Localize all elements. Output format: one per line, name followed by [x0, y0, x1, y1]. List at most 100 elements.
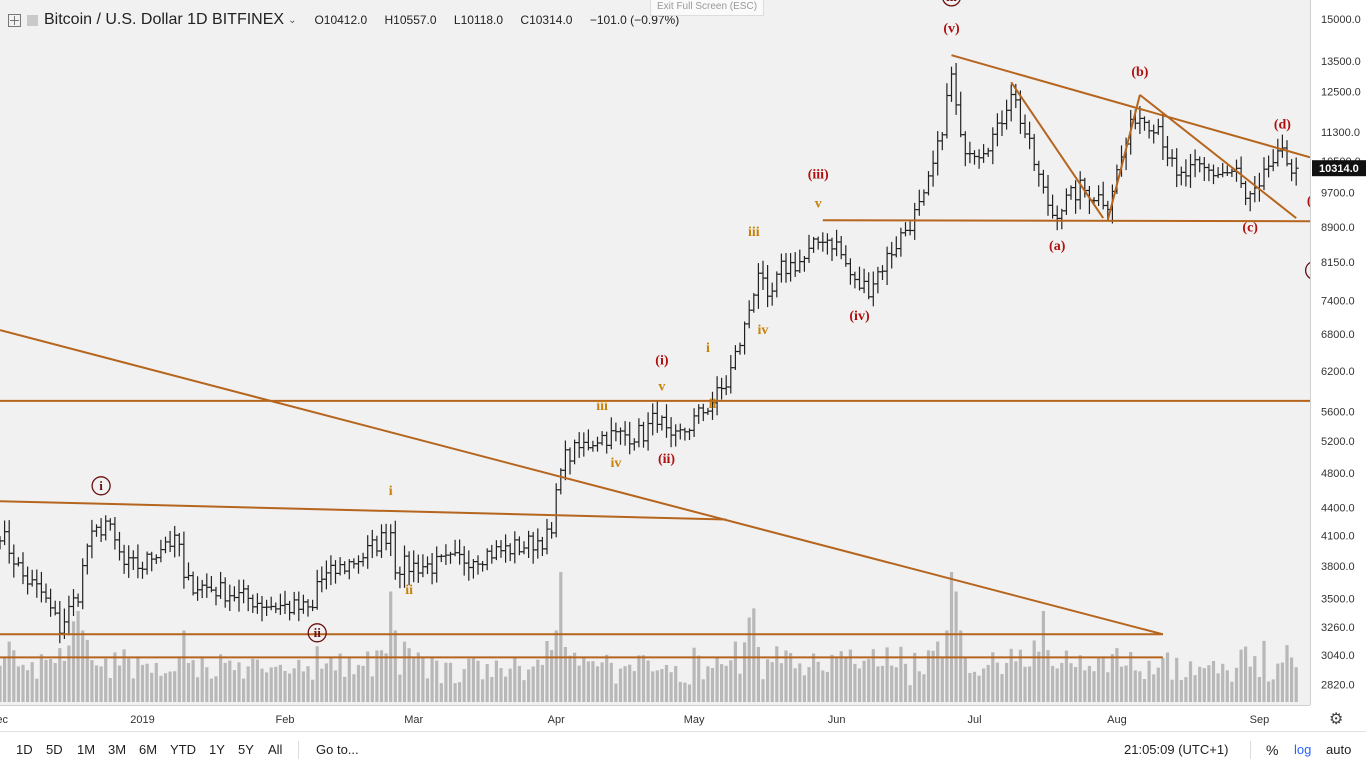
gear-icon[interactable]: ⚙	[1329, 709, 1343, 729]
ohlc-bar	[866, 272, 871, 299]
ohlc-bar	[742, 322, 747, 355]
volume-bar	[1276, 664, 1279, 702]
ohlc-bar	[1280, 135, 1285, 158]
volume-bar	[858, 669, 861, 703]
time-axis[interactable]: ec2019FebMarAprMayJunJulAugSep	[0, 705, 1310, 732]
wave-label: (iii)	[808, 168, 829, 183]
high-value: H10557.0	[385, 13, 437, 27]
range-6m-button[interactable]: 6M	[139, 742, 157, 757]
ohlc-bar	[696, 404, 701, 424]
ohlc-bar	[609, 417, 614, 449]
ohlc-bar	[53, 601, 58, 616]
ohlc-bar	[480, 561, 485, 572]
volume-bar	[412, 659, 415, 703]
ohlc-bar	[1050, 195, 1055, 219]
ohlc-bar	[535, 528, 540, 558]
wave-label: (i)	[655, 354, 669, 369]
ohlc-bar	[1252, 176, 1257, 202]
ohlc-bar	[1147, 120, 1152, 139]
price-chart[interactable]: iii(v)(b)(d)(e)(a)(c)iv(iii)(iv)viiiivii…	[0, 0, 1310, 705]
volume-bar	[628, 665, 631, 702]
ohlc-bar	[646, 412, 651, 450]
goto-button[interactable]: Go to...	[316, 742, 359, 757]
range-all-button[interactable]: All	[268, 742, 282, 757]
auto-toggle[interactable]: auto	[1326, 742, 1351, 757]
volume-bar	[385, 653, 388, 702]
volume-bar	[1184, 677, 1187, 702]
ohlc-bar	[1202, 157, 1207, 181]
volume-bar	[164, 673, 167, 702]
volume-bar	[187, 663, 190, 702]
volume-bar	[173, 671, 176, 702]
volume-bar	[955, 592, 958, 703]
range-1m-button[interactable]: 1M	[77, 742, 95, 757]
volume-bar	[366, 652, 369, 703]
volume-bar	[306, 666, 309, 702]
ohlc-bar	[333, 560, 338, 584]
volume-bar	[242, 679, 245, 702]
volume-bar	[1244, 647, 1247, 702]
volume-bar	[1194, 675, 1197, 702]
range-5d-button[interactable]: 5D	[46, 742, 63, 757]
ohlc-bar	[416, 555, 421, 583]
log-toggle[interactable]: log	[1294, 742, 1311, 757]
clock-timezone[interactable]: 21:05:09 (UTC+1)	[1124, 742, 1228, 757]
ohlc-bar	[1243, 181, 1248, 205]
expand-icon[interactable]	[8, 14, 21, 27]
ohlc-bar	[489, 545, 494, 564]
range-3m-button[interactable]: 3M	[108, 742, 126, 757]
wave-label: (d)	[1274, 117, 1291, 132]
ohlc-bar	[774, 271, 779, 297]
volume-bar	[564, 647, 567, 702]
volume-bar	[582, 657, 585, 702]
ohlc-bar	[733, 345, 738, 370]
volume-bar	[830, 655, 833, 702]
price-tick-label: 15000.0	[1321, 14, 1361, 26]
volume-bar	[210, 679, 213, 702]
volume-bar	[982, 669, 985, 703]
price-tick-label: 7400.0	[1321, 296, 1355, 308]
volume-bar	[182, 631, 185, 703]
ohlc-bar	[384, 524, 389, 551]
ohlc-bar	[568, 447, 573, 474]
volume-bar	[440, 683, 443, 702]
volume-bar	[522, 680, 525, 702]
ohlc-bar	[558, 468, 563, 494]
exit-fullscreen-hint[interactable]: Exit Full Screen (ESC)	[650, 0, 764, 16]
ohlc-bar	[269, 597, 274, 611]
volume-bar	[63, 661, 66, 702]
ohlc-bar	[724, 375, 729, 395]
ohlc-bar	[572, 440, 577, 465]
volume-bar	[265, 672, 268, 702]
symbol-title[interactable]: Bitcoin / U.S. Dollar 1D BITFINEX	[44, 11, 284, 29]
ohlc-bar	[885, 247, 890, 285]
chart-plot-area[interactable]: iii(v)(b)(d)(e)(a)(c)iv(iii)(iv)viiiivii…	[0, 0, 1310, 705]
ohlc-bar	[1197, 157, 1202, 173]
range-1d-button[interactable]: 1D	[16, 742, 33, 757]
ohlc-bar	[600, 431, 605, 445]
range-1y-button[interactable]: 1Y	[209, 742, 225, 757]
percent-toggle[interactable]: %	[1266, 742, 1278, 758]
ohlc-bar	[590, 441, 595, 452]
volume-bar	[1120, 667, 1123, 702]
ohlc-bar	[315, 570, 320, 610]
chevron-down-icon[interactable]: ⌄	[288, 15, 296, 26]
volume-bar	[890, 666, 893, 702]
volume-bar	[1097, 658, 1100, 702]
range-5y-button[interactable]: 5Y	[238, 742, 254, 757]
volume-bar	[237, 662, 240, 702]
volume-bar	[1166, 653, 1169, 703]
ohlc-bar	[296, 592, 301, 622]
volume-bar	[1028, 667, 1031, 703]
volume-bar	[527, 670, 530, 703]
volume-bar	[426, 678, 429, 702]
ohlc-bar	[967, 142, 972, 164]
volume-bar	[909, 685, 912, 702]
price-tick-label: 8150.0	[1321, 257, 1355, 269]
range-ytd-button[interactable]: YTD	[170, 742, 196, 757]
volume-bar	[1285, 645, 1288, 702]
volume-series	[0, 572, 1298, 702]
volume-bar	[587, 662, 590, 703]
volume-bar	[1079, 655, 1082, 702]
